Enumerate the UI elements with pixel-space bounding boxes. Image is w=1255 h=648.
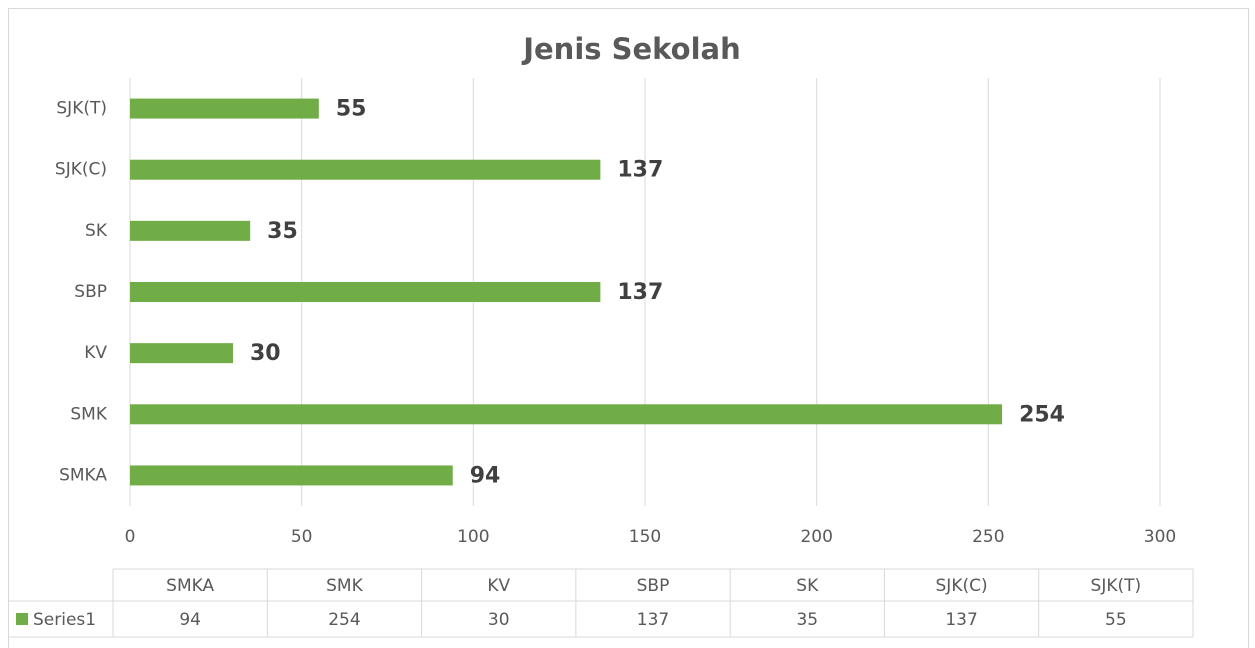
x-tick-label: 200 (800, 527, 832, 547)
table-value: 137 (637, 610, 669, 630)
table-value: 35 (796, 610, 818, 630)
table-header: SK (796, 576, 819, 596)
x-tick-label: 50 (291, 527, 313, 547)
x-tick-label: 0 (125, 527, 136, 547)
table-header: SJK(C) (936, 576, 988, 596)
y-tick-label: SMKA (59, 465, 107, 485)
x-tick-label: 100 (457, 527, 489, 547)
value-label: 35 (267, 219, 298, 244)
table-header: SMK (326, 576, 363, 596)
y-tick-label: SJK(C) (55, 160, 107, 180)
value-label: 137 (617, 280, 663, 305)
chart-title: Jenis Sekolah (521, 32, 741, 66)
value-label: 94 (470, 463, 501, 488)
legend-swatch (16, 613, 28, 625)
table-value: 254 (328, 610, 360, 630)
table-header: SMKA (166, 576, 214, 596)
y-tick-label: SBP (74, 282, 107, 302)
y-tick-label: SMK (70, 404, 107, 424)
table-header: SBP (637, 576, 670, 596)
y-tick-label: SK (85, 221, 108, 241)
bar (130, 465, 453, 486)
bar (130, 343, 233, 364)
table-value: 55 (1105, 610, 1127, 630)
bar (130, 282, 601, 302)
y-tick-label: SJK(T) (56, 99, 107, 119)
bar (130, 98, 319, 119)
table-value: 30 (488, 610, 510, 630)
value-label: 55 (336, 97, 367, 122)
bar (130, 220, 251, 241)
bar (130, 159, 601, 180)
value-label: 254 (1019, 402, 1065, 427)
value-label: 30 (250, 341, 281, 366)
bar (130, 404, 1003, 425)
table-header: SJK(T) (1091, 576, 1142, 596)
table-value: 94 (179, 610, 201, 630)
value-label: 137 (617, 158, 663, 183)
x-tick-label: 300 (1144, 527, 1176, 547)
x-tick-label: 250 (972, 527, 1004, 547)
table-header: KV (487, 576, 510, 596)
x-tick-label: 150 (629, 527, 661, 547)
legend-label: Series1 (33, 610, 96, 630)
y-tick-label: KV (84, 343, 107, 363)
table-value: 137 (945, 610, 977, 630)
